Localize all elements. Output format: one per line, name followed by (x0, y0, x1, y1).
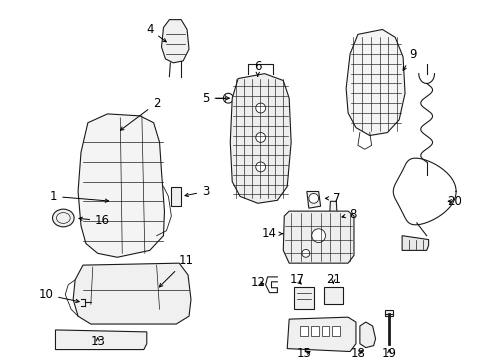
Text: 4: 4 (146, 23, 166, 42)
Ellipse shape (52, 209, 74, 227)
Text: 11: 11 (159, 254, 193, 287)
Text: 19: 19 (381, 347, 396, 360)
Polygon shape (283, 211, 353, 263)
Circle shape (255, 103, 265, 113)
Text: 10: 10 (38, 288, 79, 303)
Text: 8: 8 (341, 208, 356, 221)
Circle shape (255, 162, 265, 172)
Bar (332, 326, 340, 336)
Polygon shape (230, 74, 290, 203)
Text: 13: 13 (90, 335, 105, 348)
Polygon shape (73, 263, 191, 324)
Polygon shape (306, 192, 320, 208)
Text: 15: 15 (296, 347, 311, 360)
Polygon shape (385, 310, 392, 316)
Circle shape (301, 249, 309, 257)
Text: 1: 1 (50, 190, 108, 203)
Bar (310, 326, 318, 336)
Text: 21: 21 (325, 273, 340, 286)
Circle shape (255, 132, 265, 143)
Polygon shape (78, 114, 164, 257)
Circle shape (308, 193, 318, 203)
Text: 14: 14 (262, 227, 282, 240)
Circle shape (311, 229, 325, 243)
Polygon shape (55, 330, 146, 350)
Polygon shape (401, 236, 428, 251)
Bar (299, 326, 307, 336)
Polygon shape (161, 20, 189, 63)
Circle shape (223, 93, 233, 103)
Polygon shape (171, 186, 181, 206)
Text: 3: 3 (184, 185, 209, 198)
Text: 6: 6 (253, 60, 261, 76)
Polygon shape (328, 201, 338, 238)
Polygon shape (293, 287, 313, 309)
Text: 20: 20 (446, 195, 461, 208)
Text: 17: 17 (289, 273, 304, 286)
Polygon shape (323, 287, 343, 305)
Polygon shape (286, 317, 355, 351)
Text: 18: 18 (350, 347, 365, 360)
Polygon shape (346, 30, 404, 135)
Text: 16: 16 (79, 215, 110, 228)
Polygon shape (359, 322, 375, 348)
Text: 5: 5 (202, 92, 229, 105)
Text: 12: 12 (250, 276, 264, 289)
Text: 2: 2 (120, 96, 160, 130)
Text: 7: 7 (325, 192, 339, 205)
Bar (321, 326, 329, 336)
Text: 9: 9 (402, 48, 416, 70)
